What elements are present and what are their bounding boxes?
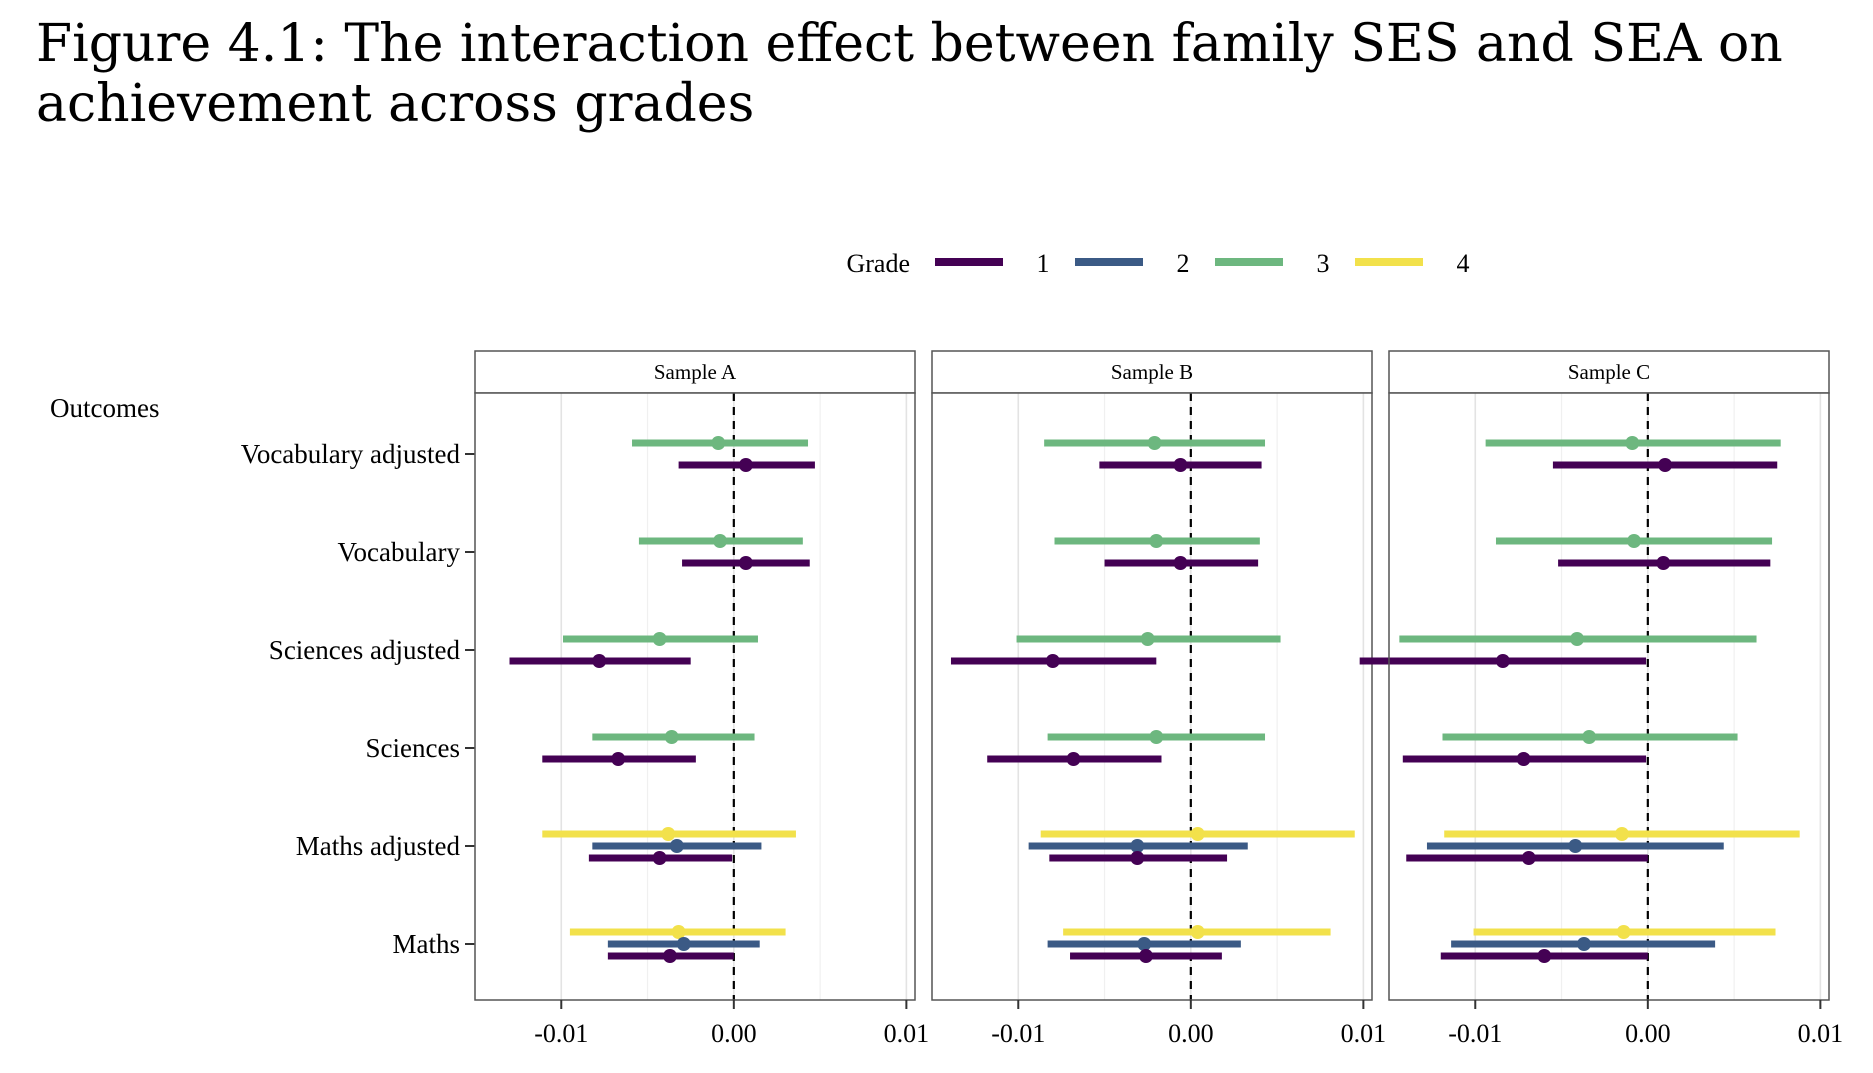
x-tick-label: 0.00 bbox=[711, 1019, 757, 1048]
x-tick-label: -0.01 bbox=[1448, 1019, 1502, 1048]
estimate-point-grade-1 bbox=[1045, 654, 1060, 668]
x-tick-label: 0.00 bbox=[1168, 1019, 1214, 1048]
panel-background bbox=[475, 393, 915, 1000]
panel-strip-label: Sample A bbox=[654, 360, 737, 384]
estimate-point-grade-3 bbox=[1570, 632, 1585, 646]
y-tick-label: Maths bbox=[393, 929, 461, 959]
estimate-point-grade-2 bbox=[1576, 937, 1591, 951]
estimate-point-grade-4 bbox=[1616, 925, 1631, 939]
y-tick-label: Vocabulary adjusted bbox=[241, 439, 461, 469]
estimate-point-grade-3 bbox=[1147, 436, 1162, 450]
estimate-point-grade-1 bbox=[1516, 752, 1531, 766]
x-tick-label: 0.01 bbox=[1798, 1019, 1844, 1048]
estimate-point-grade-3 bbox=[1149, 730, 1164, 744]
estimate-point-grade-4 bbox=[1190, 827, 1205, 841]
panel-strip-label: Sample C bbox=[1568, 360, 1650, 384]
estimate-point-grade-2 bbox=[1568, 839, 1583, 853]
y-axis-title: Outcomes bbox=[50, 393, 159, 423]
estimate-point-grade-3 bbox=[711, 436, 726, 450]
panel-border bbox=[931, 392, 1373, 1001]
estimate-point-grade-1 bbox=[1495, 654, 1510, 668]
estimate-point-grade-3 bbox=[652, 632, 667, 646]
estimate-point-grade-2 bbox=[676, 937, 691, 951]
estimate-point-grade-3 bbox=[1625, 436, 1640, 450]
legend-label-3: 3 bbox=[1317, 249, 1330, 278]
estimate-point-grade-2 bbox=[669, 839, 684, 853]
estimate-point-grade-4 bbox=[671, 925, 686, 939]
x-tick-label: 0.00 bbox=[1625, 1019, 1671, 1048]
estimate-point-grade-1 bbox=[1173, 458, 1188, 472]
legend-label-4: 4 bbox=[1457, 249, 1470, 278]
estimate-point-grade-1 bbox=[1173, 556, 1188, 570]
estimate-point-grade-1 bbox=[592, 654, 607, 668]
estimate-point-grade-1 bbox=[1130, 851, 1145, 865]
panel-background bbox=[1389, 393, 1829, 1000]
estimate-point-grade-3 bbox=[1149, 534, 1164, 548]
estimate-point-grade-1 bbox=[662, 949, 677, 963]
y-tick-label: Maths adjusted bbox=[296, 831, 461, 861]
panel-background bbox=[932, 393, 1372, 1000]
estimate-point-grade-3 bbox=[664, 730, 679, 744]
estimate-point-grade-1 bbox=[1138, 949, 1153, 963]
y-tick-label: Sciences bbox=[366, 733, 460, 763]
y-tick-label: Sciences adjusted bbox=[269, 635, 461, 665]
estimate-point-grade-1 bbox=[1521, 851, 1536, 865]
panel-border bbox=[474, 392, 916, 1001]
legend-title: Grade bbox=[846, 249, 910, 278]
x-tick-label: 0.01 bbox=[1341, 1019, 1387, 1048]
estimate-point-grade-4 bbox=[1614, 827, 1629, 841]
panel-strip bbox=[1388, 350, 1830, 394]
estimate-point-grade-4 bbox=[661, 827, 676, 841]
estimate-point-grade-1 bbox=[1658, 458, 1673, 472]
estimate-point-grade-1 bbox=[611, 752, 626, 766]
estimate-point-grade-1 bbox=[738, 556, 753, 570]
estimate-point-grade-1 bbox=[652, 851, 667, 865]
legend-label-2: 2 bbox=[1177, 249, 1190, 278]
panel-strip-label: Sample B bbox=[1111, 360, 1193, 384]
x-tick-label: -0.01 bbox=[534, 1019, 588, 1048]
estimate-point-grade-3 bbox=[1627, 534, 1642, 548]
estimate-point-grade-2 bbox=[1130, 839, 1145, 853]
x-tick-label: -0.01 bbox=[991, 1019, 1045, 1048]
legend-label-1: 1 bbox=[1037, 249, 1050, 278]
x-tick-label: 0.01 bbox=[884, 1019, 930, 1048]
estimate-point-grade-3 bbox=[1582, 730, 1597, 744]
panel-border bbox=[1388, 392, 1830, 1001]
estimate-point-grade-1 bbox=[1066, 752, 1081, 766]
estimate-point-grade-3 bbox=[1140, 632, 1155, 646]
estimate-point-grade-4 bbox=[1190, 925, 1205, 939]
estimate-point-grade-3 bbox=[713, 534, 728, 548]
estimate-point-grade-1 bbox=[1656, 556, 1671, 570]
figure-title: Figure 4.1: The interaction effect betwe… bbox=[36, 14, 1783, 134]
panel-strip bbox=[931, 350, 1373, 394]
estimate-point-grade-1 bbox=[738, 458, 753, 472]
y-tick-label: Vocabulary bbox=[338, 537, 461, 567]
estimate-point-grade-1 bbox=[1537, 949, 1552, 963]
estimate-point-grade-2 bbox=[1137, 937, 1152, 951]
